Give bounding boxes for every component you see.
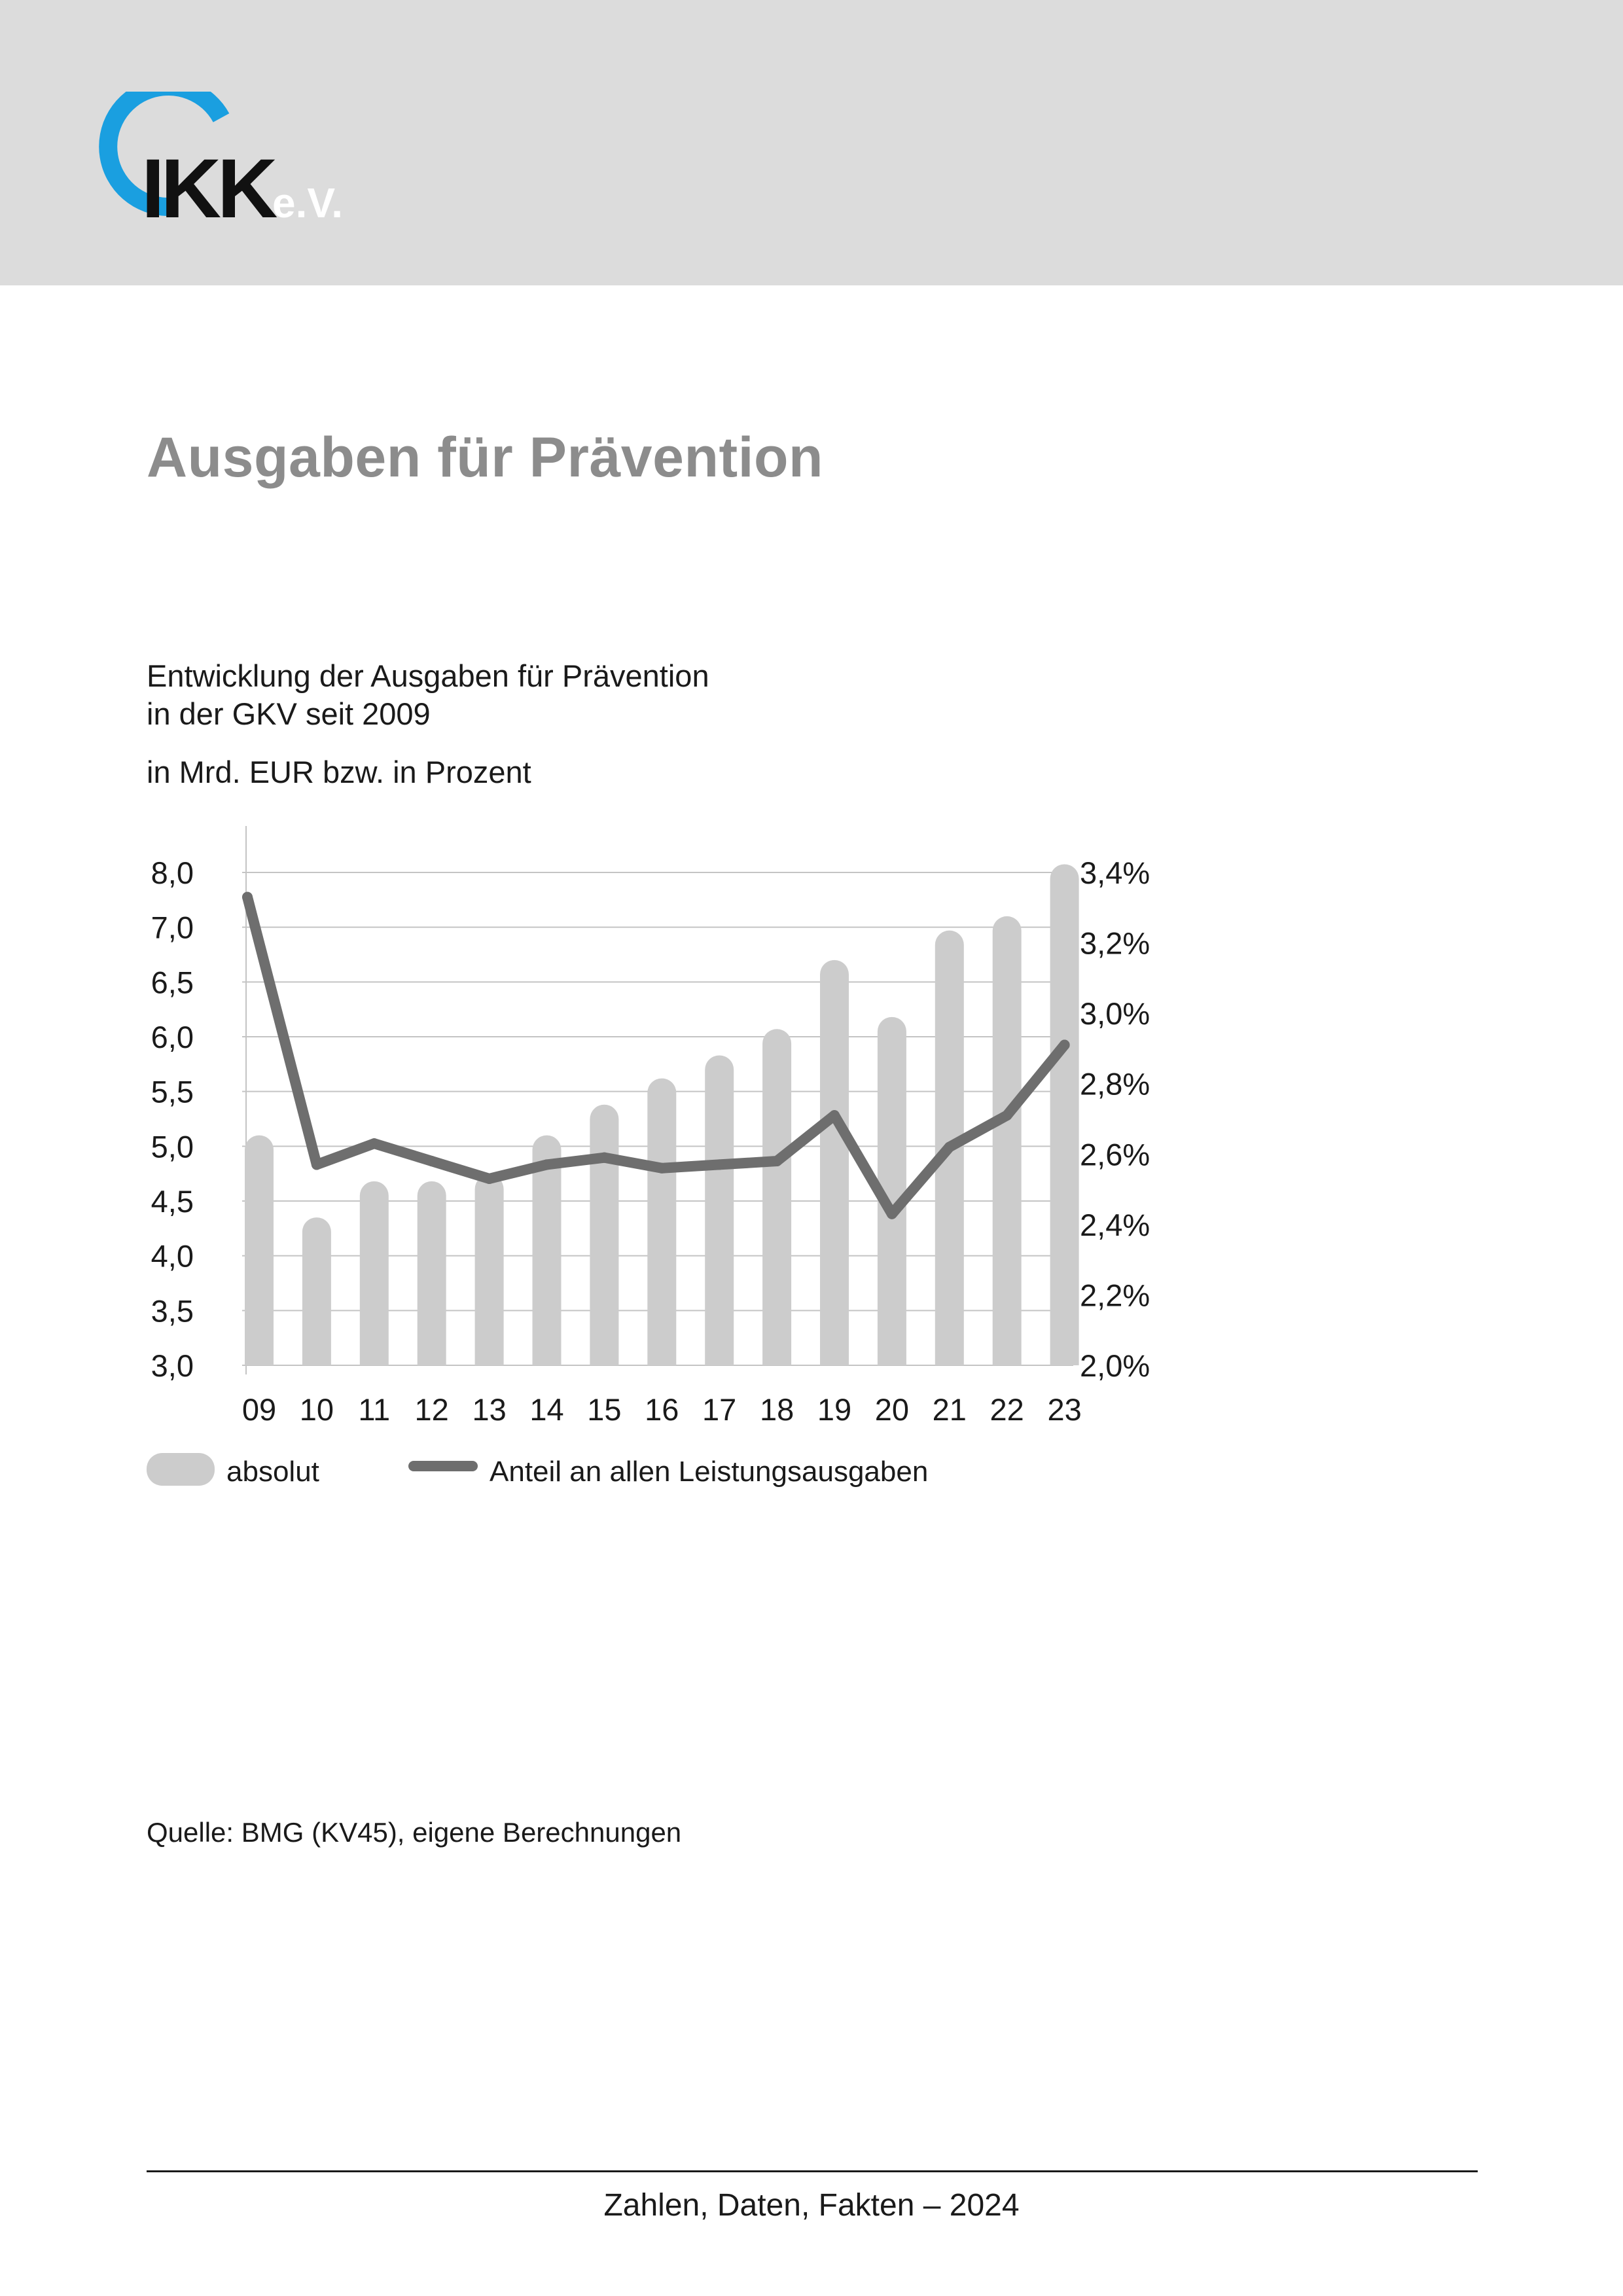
footer-rule xyxy=(147,2170,1478,2172)
bar-12 xyxy=(417,1181,446,1365)
share-point-13 xyxy=(484,1173,495,1184)
left-tick-label: 3,5 xyxy=(151,1293,194,1328)
right-tick-label: 2,6% xyxy=(1080,1137,1150,1172)
x-tick-label: 17 xyxy=(702,1392,736,1427)
bar-11 xyxy=(359,1181,389,1365)
x-tick-label: 19 xyxy=(817,1392,851,1427)
share-point-22 xyxy=(1001,1110,1012,1121)
share-point-19 xyxy=(829,1110,840,1121)
right-tick-label: 3,0% xyxy=(1080,996,1150,1031)
logo-text: IKK xyxy=(141,142,277,229)
share-point-23 xyxy=(1059,1039,1070,1050)
bar-18 xyxy=(762,1029,792,1365)
bar-20 xyxy=(877,1016,906,1365)
logo-suffix: e.V. xyxy=(272,179,343,226)
legend-label-bars: absolut xyxy=(226,1456,319,1488)
left-tick-label: 7,0 xyxy=(151,910,194,945)
share-point-18 xyxy=(772,1156,783,1167)
bar-23 xyxy=(1050,864,1079,1365)
legend-layer: absolut Anteil an allen Leistungsausgaben xyxy=(147,1453,928,1488)
line-layer xyxy=(242,891,1070,1219)
x-tick-label: 20 xyxy=(875,1392,909,1427)
share-point-09 xyxy=(242,891,253,903)
right-tick-label: 3,2% xyxy=(1080,926,1150,961)
share-point-21 xyxy=(944,1141,955,1153)
x-tick-label: 18 xyxy=(760,1392,794,1427)
right-tick-label: 2,2% xyxy=(1080,1278,1150,1312)
subtitle-line-2: in der GKV seit 2009 xyxy=(147,696,431,731)
prevention-chart: 3,0 3,5 4,0 4,5 5,0 5,5 6,0 6,5 7,0 8,0 2,0% 2,2% 2,… xyxy=(147,826,1150,1488)
share-point-16 xyxy=(656,1162,668,1174)
x-tick-label: 11 xyxy=(358,1392,390,1427)
legend-swatch-bars xyxy=(147,1453,215,1486)
right-tick-label: 2,8% xyxy=(1080,1067,1150,1102)
x-tick-label: 13 xyxy=(472,1392,506,1427)
bar-22 xyxy=(992,916,1022,1365)
left-tick-label: 3,0 xyxy=(151,1348,194,1383)
right-tick-label: 2,4% xyxy=(1080,1208,1150,1242)
left-tick-label: 6,0 xyxy=(151,1020,194,1054)
x-tick-label: 10 xyxy=(300,1392,334,1427)
bar-17 xyxy=(705,1055,734,1365)
share-point-17 xyxy=(714,1159,725,1170)
left-tick-label: 8,0 xyxy=(151,855,194,890)
x-tick-label: 22 xyxy=(990,1392,1024,1427)
chart-subtitle: Entwicklung der Ausgaben für Prävention … xyxy=(147,657,709,733)
axis-layer: 3,0 3,5 4,0 4,5 5,0 5,5 6,0 6,5 7,0 8,0 2,0% 2,2% 2,… xyxy=(151,855,1150,1427)
bar-layer xyxy=(245,864,1079,1365)
x-tick-label: 23 xyxy=(1047,1392,1081,1427)
page-title: Ausgaben für Prävention xyxy=(147,426,824,489)
x-tick-label: 15 xyxy=(587,1392,621,1427)
share-point-10 xyxy=(311,1159,322,1170)
share-point-15 xyxy=(599,1152,610,1163)
share-point-11 xyxy=(368,1138,380,1149)
x-tick-label: 16 xyxy=(645,1392,679,1427)
unit-note: in Mrd. EUR bzw. in Prozent xyxy=(147,755,531,789)
left-tick-label: 4,0 xyxy=(151,1239,194,1274)
ikk-logo: IKK e.V. xyxy=(99,92,343,229)
share-point-14 xyxy=(541,1159,552,1170)
header-band xyxy=(0,0,1623,285)
bar-16 xyxy=(647,1078,677,1365)
x-tick-label: 21 xyxy=(933,1392,967,1427)
bar-09 xyxy=(245,1135,274,1365)
subtitle-line-1: Entwicklung der Ausgaben für Prävention xyxy=(147,658,709,693)
logo-arc-icon xyxy=(99,92,230,216)
right-tick-label: 2,0% xyxy=(1080,1348,1150,1383)
legend-label-line: Anteil an allen Leistungsausgaben xyxy=(490,1456,928,1488)
footer-text: Zahlen, Daten, Fakten – 2024 xyxy=(603,2188,1020,2223)
source-note: Quelle: BMG (KV45), eigene Berechnungen xyxy=(147,1817,682,1848)
bar-19 xyxy=(820,960,849,1365)
left-tick-label: 4,5 xyxy=(151,1184,194,1219)
bar-13 xyxy=(474,1174,504,1365)
bar-15 xyxy=(590,1104,619,1365)
right-tick-label: 3,4% xyxy=(1080,855,1150,890)
bar-14 xyxy=(532,1135,562,1365)
bar-10 xyxy=(302,1217,331,1365)
share-point-20 xyxy=(886,1208,897,1219)
left-tick-label: 5,0 xyxy=(151,1129,194,1164)
x-tick-label: 14 xyxy=(529,1392,563,1427)
left-tick-label: 6,5 xyxy=(151,965,194,999)
share-point-12 xyxy=(426,1156,437,1167)
left-tick-label: 5,5 xyxy=(151,1075,194,1109)
x-tick-label: 12 xyxy=(415,1392,449,1427)
x-tick-label: 09 xyxy=(242,1392,276,1427)
